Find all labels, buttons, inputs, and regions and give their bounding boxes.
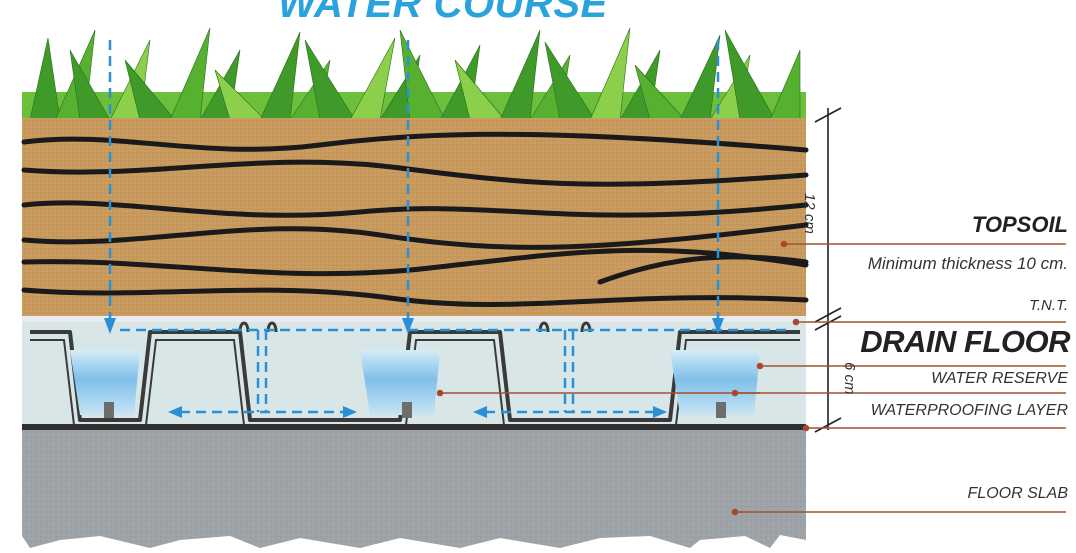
topsoil-layer xyxy=(21,118,809,318)
tnt-layer xyxy=(22,316,806,324)
label-water-reserve: WATER RESERVE xyxy=(931,370,1068,387)
label-topsoil: TOPSOIL xyxy=(971,212,1068,237)
dimension-lines xyxy=(814,107,842,433)
label-tnt: T.N.T. xyxy=(1029,297,1068,314)
dimension-topsoil-depth: 12 cm xyxy=(801,193,818,234)
water-flow-arrows xyxy=(108,40,790,414)
label-waterproofing: WATERPROOFING LAYER xyxy=(870,402,1068,419)
dimension-drain-depth: 6 cm xyxy=(841,362,858,395)
drain-floor-panel xyxy=(22,321,806,426)
label-drain-floor: DRAIN FLOOR xyxy=(860,324,1070,359)
label-min-thickness: Minimum thickness 10 cm. xyxy=(867,254,1068,273)
label-floor-slab: FLOOR SLAB xyxy=(967,485,1068,502)
diagram-title: WATER COURSE xyxy=(278,0,608,26)
waterproofing-layer xyxy=(22,424,806,430)
leader-lines xyxy=(436,240,1066,516)
floor-slab xyxy=(22,430,806,548)
grass-layer xyxy=(22,27,806,122)
